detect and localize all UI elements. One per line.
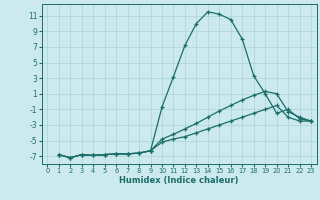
- X-axis label: Humidex (Indice chaleur): Humidex (Indice chaleur): [119, 176, 239, 185]
